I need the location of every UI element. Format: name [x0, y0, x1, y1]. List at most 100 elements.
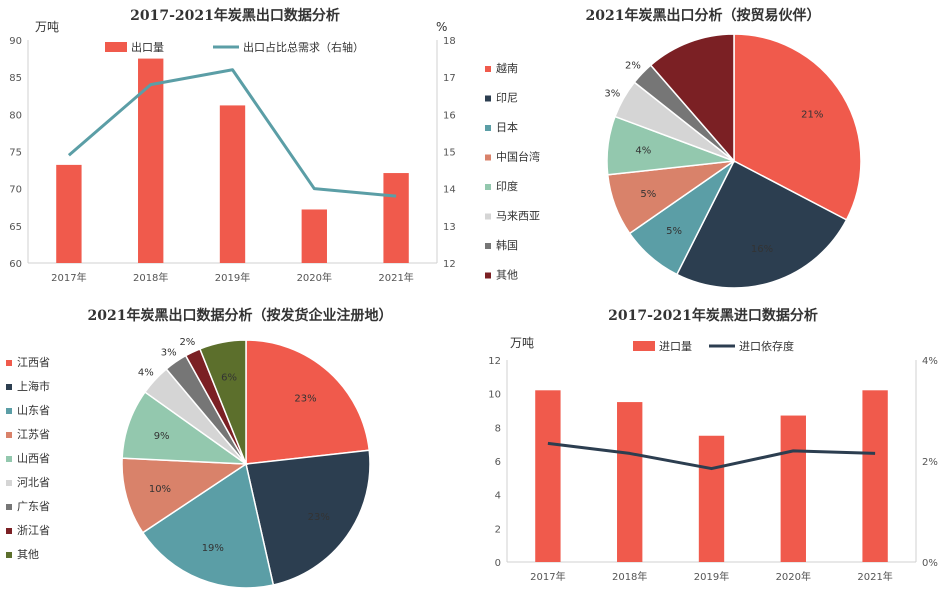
x-tick-label: 2019年: [694, 570, 729, 583]
legend-label: 中国台湾: [496, 150, 540, 164]
slice-value-label: 2%: [179, 337, 195, 348]
slice-value-label: 10%: [149, 484, 171, 495]
slice-value-label: 4%: [635, 146, 651, 157]
legend-label: 日本: [496, 120, 518, 134]
y2-axis-label: %: [436, 20, 447, 34]
y-tick-label: 90: [9, 36, 22, 47]
legend-label: 江西省: [17, 356, 50, 369]
slice-value-label: 6%: [221, 372, 237, 383]
bar: [617, 402, 643, 562]
legend-swatch: [6, 528, 12, 534]
y-tick-label: 60: [9, 259, 22, 270]
legend-swatch: [485, 184, 491, 190]
legend-swatch: [485, 243, 491, 249]
pie-slice: [245, 339, 371, 465]
pie-slice: [733, 33, 862, 221]
y-tick-label: 80: [9, 110, 22, 121]
export-partner-pie-chart: 2021年炭黑出口分析（按贸易伙伴） 21% 16% 5% 5% 4% 3% 2% 越南印尼日本…: [485, 7, 862, 289]
slice-value-label: 21%: [801, 110, 823, 121]
y2-tick-label: 18: [443, 36, 456, 47]
y-tick-label: 6: [495, 457, 501, 468]
bar: [383, 173, 409, 263]
bar: [56, 164, 82, 263]
chart-title: 2017-2021年炭黑进口数据分析: [608, 307, 818, 324]
bar: [219, 105, 246, 263]
y2-tick-label: 0%: [922, 558, 938, 569]
import-combo-chart-panel: 2017-2021年炭黑进口数据分析 万吨 0 2 4 6 8 10 12 0% 2% 4% 2017年…: [475, 298, 947, 595]
pie-slice: [245, 449, 371, 586]
slice-value-label: 23%: [308, 512, 330, 523]
legend-swatch-bar: [105, 42, 127, 52]
pie-slice: [121, 457, 249, 534]
x-tick-label: 2019年: [215, 271, 250, 284]
export-partner-pie-panel: 2021年炭黑出口分析（按贸易伙伴） 21% 16% 5% 5% 4% 3% 2% 越南印尼日本…: [475, 0, 947, 295]
bar: [301, 209, 327, 263]
legend-label-line: 进口依存度: [739, 339, 794, 353]
legend-label: 越南: [496, 61, 518, 75]
y2-tick-label: 17: [443, 73, 456, 84]
legend-swatch: [6, 480, 12, 486]
legend-swatch: [485, 154, 491, 161]
legend-label: 江苏省: [17, 428, 50, 441]
x-tick-label: 2021年: [378, 271, 413, 284]
legend-label: 浙江省: [17, 524, 50, 537]
legend-swatch-bar: [633, 341, 655, 351]
legend-swatch: [6, 360, 12, 366]
x-tick-label: 2020年: [297, 271, 332, 284]
y-tick-label: 8: [495, 423, 501, 434]
pie-slice: [141, 462, 275, 589]
slice-value-label: 5%: [666, 226, 682, 237]
slice-value-label: 3%: [161, 348, 177, 359]
legend-swatch: [6, 552, 12, 558]
slice-value-label: 16%: [751, 244, 773, 255]
legend-label: 山西省: [17, 452, 50, 465]
slice-value-label: 2%: [625, 61, 641, 72]
legend-swatch: [485, 66, 491, 72]
y-tick-label: 0: [495, 558, 501, 569]
legend-label-bar: 出口量: [131, 40, 164, 54]
y-tick-label: 75: [9, 148, 22, 159]
y-axis-label: 万吨: [510, 336, 534, 350]
legend-swatch: [485, 272, 491, 279]
export-province-pie-panel: 2021年炭黑出口数据分析（按发货企业注册地） 23% 23% 19% 10% 9% 4% 3…: [0, 298, 470, 595]
x-tick-label: 2020年: [776, 570, 811, 583]
x-tick-label: 2017年: [51, 271, 86, 284]
slice-value-label: 3%: [604, 88, 620, 99]
chart-title: 2021年炭黑出口分析（按贸易伙伴）: [586, 7, 821, 24]
export-combo-chart-panel: 2017-2021年炭黑出口数据分析 万吨% 60 65 70 75 80 85 90 12 13 1…: [0, 0, 470, 295]
y-tick-label: 10: [488, 390, 501, 401]
y2-tick-label: 2%: [922, 457, 938, 468]
legend-label: 上海市: [17, 379, 50, 393]
legend-label: 山东省: [17, 404, 50, 417]
legend-label: 印尼: [496, 92, 518, 105]
y-tick-label: 70: [9, 185, 22, 196]
legend-label: 印度: [496, 179, 518, 193]
chart-title: 2017-2021年炭黑出口数据分析: [130, 7, 340, 24]
legend-label: 河北省: [17, 476, 50, 489]
x-tick-label: 2021年: [857, 570, 892, 583]
legend-swatch: [6, 432, 12, 438]
bar: [698, 435, 725, 562]
legend-swatch: [485, 95, 491, 102]
y2-tick-label: 15: [443, 148, 456, 159]
pie-slice: [675, 159, 848, 289]
y2-tick-label: 16: [443, 110, 456, 121]
slice-value-label: 19%: [202, 543, 224, 554]
legend-label: 其他: [496, 269, 518, 282]
x-tick-label: 2018年: [612, 570, 647, 583]
y-tick-label: 12: [488, 356, 501, 367]
slice-value-label: 23%: [294, 393, 316, 404]
bar: [862, 390, 888, 562]
y-tick-label: 85: [9, 73, 22, 84]
y2-tick-label: 12: [443, 259, 456, 270]
slice-value-label: 9%: [154, 431, 170, 442]
slice-value-label: 5%: [640, 189, 656, 200]
y2-tick-label: 14: [443, 185, 456, 196]
y-tick-label: 4: [495, 491, 501, 502]
x-tick-label: 2017年: [530, 570, 565, 583]
y-tick-label: 2: [495, 524, 501, 535]
bar: [138, 58, 164, 264]
legend-label-line: 出口占比总需求（右轴）: [243, 40, 364, 54]
